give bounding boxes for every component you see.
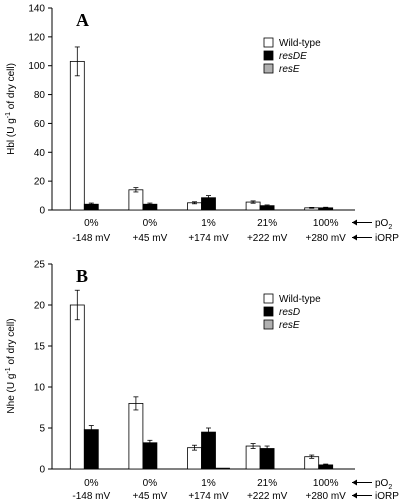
y-axis-label-superscript: -1 bbox=[5, 367, 12, 373]
y-tick-label: 100 bbox=[28, 61, 45, 72]
category-label-orp: -148 mV bbox=[72, 491, 110, 502]
category-label: 0% bbox=[84, 478, 99, 489]
y-tick-label: 20 bbox=[34, 177, 46, 188]
category-label-orp: +222 mV bbox=[247, 233, 288, 244]
category-label: 100% bbox=[313, 478, 339, 489]
y-tick-label: 20 bbox=[34, 301, 46, 312]
row-arrow-head bbox=[352, 219, 357, 226]
panel-label: A bbox=[76, 10, 89, 30]
y-tick-label: 25 bbox=[34, 260, 46, 271]
y-axis-label-main: Hbl (U g bbox=[6, 118, 17, 155]
bar-rese bbox=[215, 467, 230, 470]
bar-resd bbox=[259, 448, 275, 470]
bar-wild-type bbox=[69, 60, 85, 211]
category-label: 0% bbox=[84, 218, 99, 229]
y-axis-label: Hbl (U g-1 of dry cell) bbox=[5, 63, 17, 155]
chart-panel-a: 0 20 40 60 80 100 120 140 Hbl (U g-1 of dry cell… bbox=[5, 4, 399, 245]
y-tick-label: 10 bbox=[34, 383, 46, 394]
category-label: 0% bbox=[143, 218, 158, 229]
legend-label: Wild-type bbox=[279, 38, 321, 49]
category-label-orp: -148 mV bbox=[72, 233, 110, 244]
category-label-orp: +45 mV bbox=[133, 233, 168, 244]
y-tick-label: 120 bbox=[28, 32, 45, 43]
chart-panel-b: 0 5 10 15 20 25 Nhe (U g-1 of dry cell) B 0% -148… bbox=[5, 260, 399, 502]
y-axis-label-superscript: -1 bbox=[5, 112, 12, 118]
y-tick-label: 0 bbox=[39, 465, 45, 476]
legend-swatch bbox=[263, 319, 274, 330]
bar-resd bbox=[201, 431, 216, 470]
legend-swatch bbox=[263, 63, 274, 74]
legend-label: Wild-type bbox=[279, 294, 321, 305]
bar-wild-type bbox=[69, 304, 85, 470]
bar-wild-type bbox=[128, 402, 144, 470]
y-tick-label: 80 bbox=[34, 90, 46, 101]
panel-label: B bbox=[76, 266, 88, 286]
y-axis-label-tail: of dry cell) bbox=[6, 318, 17, 367]
category-label-orp: +222 mV bbox=[247, 491, 288, 502]
category-label: 1% bbox=[201, 478, 216, 489]
row-label: iORP bbox=[375, 491, 399, 502]
row-arrow-head bbox=[352, 492, 357, 499]
row-label: iORP bbox=[375, 233, 399, 244]
category-label: 21% bbox=[257, 478, 277, 489]
category-label: 0% bbox=[143, 478, 158, 489]
row-label: pO2 bbox=[375, 478, 392, 491]
bar-resd bbox=[142, 442, 158, 470]
legend-label: resE bbox=[279, 64, 300, 75]
y-tick-label: 40 bbox=[34, 148, 46, 159]
y-tick-label: 140 bbox=[28, 4, 45, 15]
legend-swatch bbox=[263, 306, 274, 317]
y-tick-label: 0 bbox=[39, 206, 45, 217]
legend-label: resE bbox=[279, 320, 300, 331]
bar-wild-type bbox=[245, 445, 261, 470]
row-label-subscript: 2 bbox=[388, 484, 392, 491]
row-arrow-head bbox=[352, 479, 357, 486]
y-tick-label: 15 bbox=[34, 342, 46, 353]
row-arrow-head bbox=[352, 234, 357, 241]
y-axis-label: Nhe (U g-1 of dry cell) bbox=[5, 318, 17, 413]
category-label-orp: +45 mV bbox=[133, 491, 168, 502]
legend-swatch bbox=[263, 293, 274, 304]
bar-wild-type bbox=[187, 447, 202, 470]
row-label-subscript: 2 bbox=[388, 224, 392, 231]
bar-wild-type bbox=[128, 189, 144, 211]
category-label-orp: +280 mV bbox=[306, 233, 347, 244]
category-label: 100% bbox=[313, 218, 339, 229]
legend-label: resD bbox=[279, 307, 300, 318]
legend-label: resDE bbox=[279, 51, 307, 62]
y-tick-label: 5 bbox=[39, 424, 45, 435]
category-label-orp: +280 mV bbox=[306, 491, 347, 502]
y-axis-label-main: Nhe (U g bbox=[6, 374, 17, 414]
legend-swatch bbox=[263, 37, 274, 48]
category-label-orp: +174 mV bbox=[188, 491, 229, 502]
category-label-orp: +174 mV bbox=[188, 233, 229, 244]
y-axis-label-tail: of dry cell) bbox=[6, 63, 17, 112]
category-label: 21% bbox=[257, 218, 277, 229]
category-label: 1% bbox=[201, 218, 216, 229]
y-tick-label: 60 bbox=[34, 119, 46, 130]
bar-resd bbox=[83, 429, 99, 470]
legend-swatch bbox=[263, 50, 274, 61]
row-label: pO2 bbox=[375, 218, 392, 231]
